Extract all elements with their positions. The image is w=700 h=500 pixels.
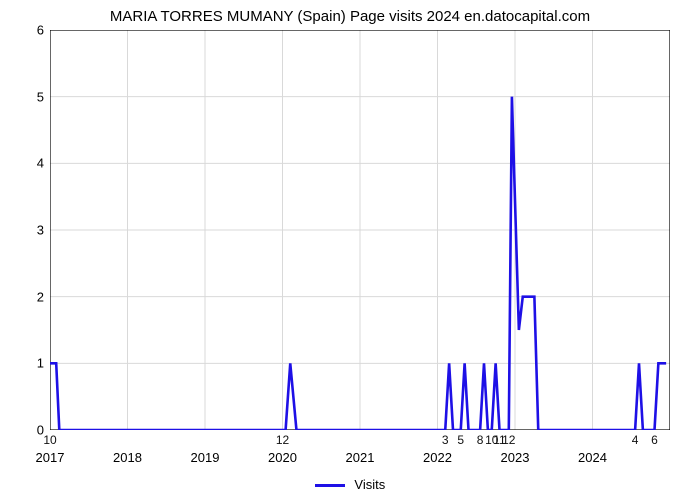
chart-container: MARIA TORRES MUMANY (Spain) Page visits …: [0, 0, 700, 500]
legend-label: Visits: [354, 477, 385, 492]
y-tick-label: 6: [37, 23, 44, 38]
x-tick-label: 2018: [113, 450, 142, 465]
data-point-label: 8: [477, 433, 484, 447]
x-tick-label: 2023: [501, 450, 530, 465]
x-tick-label: 2022: [423, 450, 452, 465]
legend-line-swatch: [315, 484, 345, 487]
y-tick-label: 1: [37, 356, 44, 371]
chart-title: MARIA TORRES MUMANY (Spain) Page visits …: [0, 8, 700, 25]
legend: Visits: [0, 477, 700, 492]
y-tick-label: 5: [37, 89, 44, 104]
data-point-label: 5: [457, 433, 464, 447]
x-tick-label: 2021: [346, 450, 375, 465]
x-tick-label: 2024: [578, 450, 607, 465]
data-point-label: 10: [43, 433, 56, 447]
chart-plot: [50, 30, 670, 430]
x-tick-label: 2019: [191, 450, 220, 465]
x-tick-label: 2020: [268, 450, 297, 465]
y-tick-label: 3: [37, 223, 44, 238]
data-point-label: 12: [502, 433, 515, 447]
data-point-label: 3: [442, 433, 449, 447]
x-tick-label: 2017: [36, 450, 65, 465]
data-point-label: 4: [632, 433, 639, 447]
data-point-label: 6: [651, 433, 658, 447]
y-tick-label: 2: [37, 289, 44, 304]
y-tick-label: 4: [37, 156, 44, 171]
grid-lines: [50, 30, 670, 430]
data-point-label: 12: [276, 433, 289, 447]
visits-line: [50, 97, 666, 430]
